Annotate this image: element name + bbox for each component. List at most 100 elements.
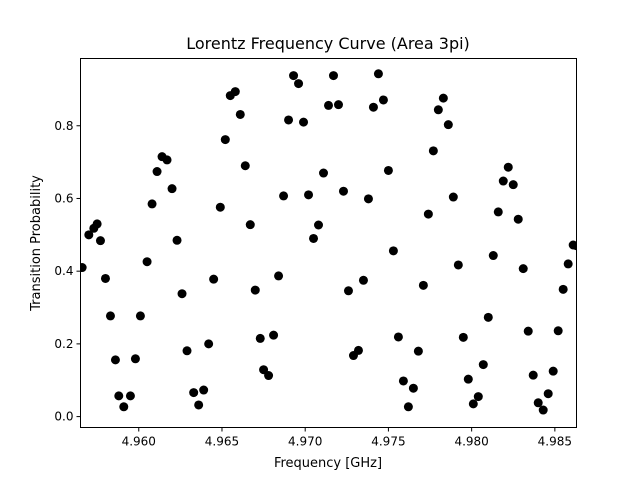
- x-axis-label: Frequency [GHz]: [274, 456, 382, 471]
- data-point: [408, 383, 418, 393]
- data-point: [240, 161, 250, 171]
- data-point: [105, 311, 115, 321]
- data-point: [324, 100, 333, 110]
- data-point: [110, 355, 120, 365]
- data-point: [433, 105, 443, 115]
- data-point: [84, 230, 94, 240]
- data-point: [147, 199, 157, 209]
- data-point: [463, 374, 473, 384]
- data-point: [167, 184, 177, 194]
- data-point: [353, 345, 363, 355]
- x-tick-label: 4.970: [288, 435, 322, 449]
- data-point: [199, 385, 209, 395]
- data-point: [493, 207, 503, 217]
- data-point: [453, 260, 463, 270]
- data-point: [473, 392, 483, 402]
- data-point: [245, 220, 255, 230]
- data-point: [255, 333, 265, 343]
- data-point: [250, 285, 260, 295]
- data-point: [279, 191, 289, 201]
- data-point: [393, 332, 403, 342]
- data-point: [538, 405, 548, 415]
- data-point: [428, 146, 438, 156]
- data-point: [162, 155, 172, 165]
- data-point: [533, 398, 543, 408]
- data-point: [172, 235, 182, 245]
- data-point: [338, 186, 348, 196]
- data-point: [373, 69, 383, 79]
- data-point: [563, 259, 573, 269]
- data-point: [513, 214, 523, 224]
- data-point: [358, 275, 368, 285]
- y-tick-label: 0.6: [54, 191, 73, 205]
- data-point: [572, 241, 577, 251]
- data-point: [294, 79, 304, 89]
- data-point: [378, 95, 388, 105]
- data-point: [230, 87, 240, 97]
- data-point: [468, 399, 478, 409]
- data-point: [543, 389, 553, 399]
- data-point: [523, 326, 533, 336]
- data-point: [558, 284, 568, 294]
- data-point: [488, 251, 498, 261]
- data-point: [363, 194, 373, 204]
- y-tick-label: 0.4: [54, 264, 73, 278]
- data-point: [528, 370, 538, 380]
- data-point: [368, 102, 378, 112]
- data-point: [114, 391, 124, 401]
- y-tick-label: 0.0: [54, 410, 73, 424]
- data-points: [80, 69, 577, 415]
- x-tick-label: 4.960: [122, 435, 156, 449]
- data-point: [299, 117, 309, 127]
- x-tick-label: 4.980: [454, 435, 488, 449]
- data-point: [553, 326, 563, 336]
- data-point: [403, 402, 413, 412]
- data-point: [304, 190, 314, 200]
- data-point: [518, 264, 528, 274]
- data-point: [135, 311, 145, 321]
- data-point: [284, 115, 294, 125]
- data-point: [438, 93, 448, 103]
- data-point: [119, 402, 129, 412]
- data-point: [508, 180, 518, 190]
- data-point: [398, 376, 408, 386]
- data-point: [483, 312, 493, 322]
- data-point: [478, 360, 488, 370]
- data-point: [269, 330, 279, 340]
- y-tick-label: 0.2: [54, 337, 73, 351]
- y-axis-label: Transition Probability: [29, 175, 44, 312]
- data-point: [314, 220, 324, 230]
- data-point: [152, 167, 162, 177]
- plot-frame: [80, 58, 577, 428]
- data-point: [383, 165, 393, 175]
- data-point: [220, 135, 230, 145]
- data-point: [274, 271, 284, 281]
- data-point: [92, 219, 102, 229]
- data-point: [448, 192, 458, 202]
- data-point: [319, 168, 329, 178]
- data-point: [328, 71, 338, 81]
- y-axis-ticks: 0.0 0.2 0.4 0.6 0.8: [54, 119, 81, 424]
- data-point: [189, 388, 199, 398]
- data-point: [204, 339, 214, 349]
- y-tick-label: 0.8: [54, 119, 73, 133]
- data-point: [343, 286, 353, 296]
- data-point: [194, 400, 204, 410]
- data-point: [142, 257, 152, 267]
- x-tick-label: 4.985: [538, 435, 572, 449]
- data-point: [413, 346, 423, 356]
- data-point: [423, 209, 433, 219]
- data-point: [264, 371, 274, 381]
- data-point: [458, 332, 468, 342]
- data-point: [235, 109, 245, 119]
- data-point: [209, 274, 219, 284]
- data-point: [548, 366, 558, 376]
- data-point: [100, 273, 110, 283]
- data-point: [388, 246, 398, 256]
- data-point: [333, 100, 343, 110]
- data-point: [309, 233, 319, 243]
- data-point: [125, 391, 135, 401]
- data-point: [289, 71, 299, 81]
